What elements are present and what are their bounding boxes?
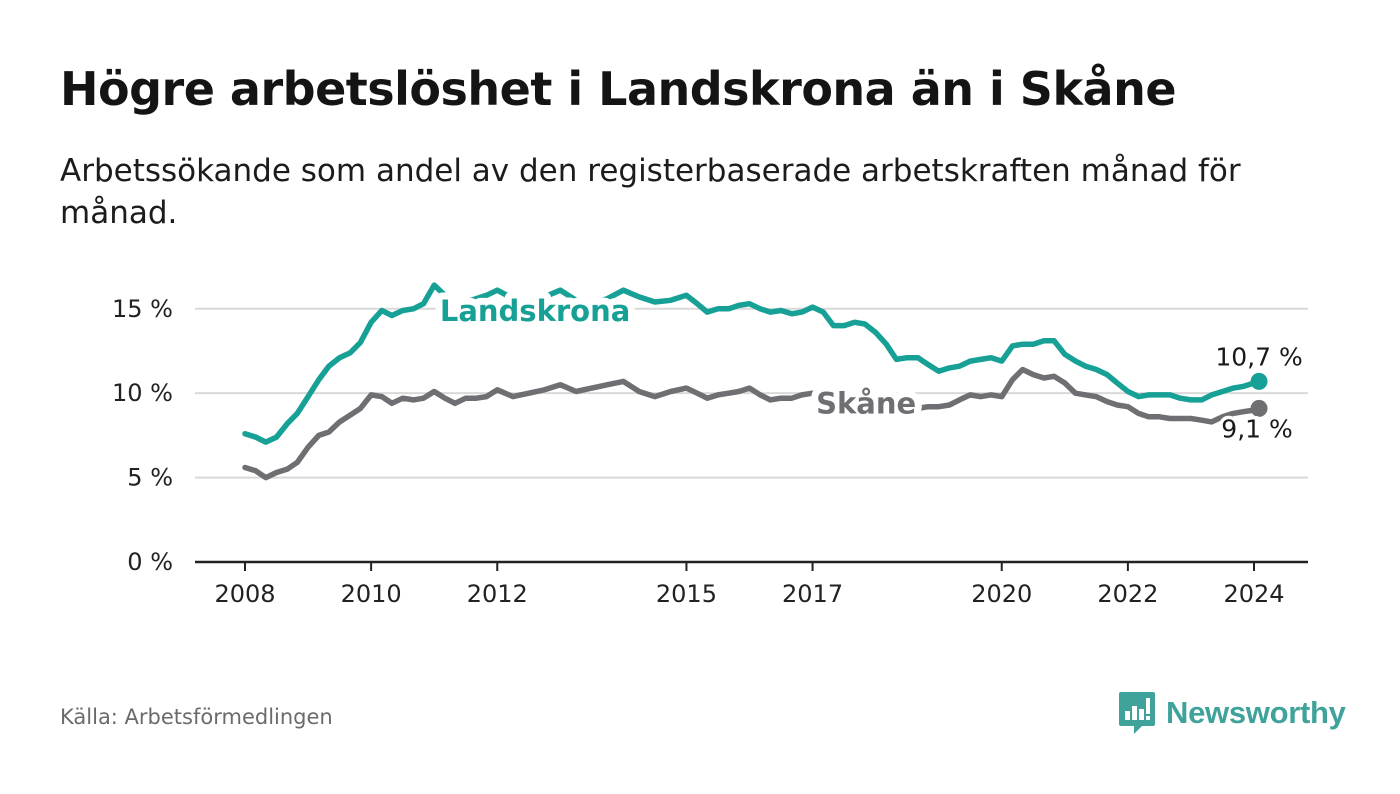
series-endpoints: 10,7 % 9,1 %: [1212, 339, 1306, 447]
series-annotations: Landskrona Skåne: [433, 287, 923, 428]
x-axis-ticks: 2008 2010 2012 2015 2017 2020 2022 2024: [214, 562, 1285, 608]
y-tick-label: 5 %: [127, 464, 173, 492]
endpoint-dot-skåne: [1250, 399, 1268, 417]
x-tick-label: 2008: [214, 580, 275, 608]
series-label-skåne: Skåne: [816, 387, 916, 421]
newsworthy-logo-icon: [1119, 692, 1155, 734]
x-tick-label: 2012: [467, 580, 528, 608]
series-line-landskrona: [242, 282, 1262, 445]
chart-subtitle: Arbetssökande som andel av den registerb…: [60, 153, 1241, 231]
series-line-skåne: [242, 366, 1262, 481]
chart-title: Högre arbetslöshet i Landskrona än i Skå…: [60, 62, 1177, 116]
y-tick-label: 0 %: [127, 548, 173, 576]
x-tick-label: 2010: [341, 580, 402, 608]
x-tick-label: 2022: [1097, 580, 1158, 608]
x-tick-label: 2017: [782, 580, 843, 608]
endpoint-label-skåne: 9,1 %: [1221, 414, 1292, 443]
x-tick-label: 2015: [656, 580, 717, 608]
brand-logo[interactable]: Newsworthy: [1118, 690, 1346, 736]
brand-name: Newsworthy: [1166, 695, 1346, 730]
series-label-landskrona: Landskrona: [440, 294, 630, 328]
series-lines: [242, 282, 1262, 481]
endpoint-label-landskrona: 10,7 %: [1215, 342, 1302, 371]
source-note: Källa: Arbetsförmedlingen: [60, 705, 333, 729]
endpoint-dot-landskrona: [1250, 372, 1268, 390]
x-tick-label: 2024: [1223, 580, 1284, 608]
x-tick-label: 2020: [971, 580, 1032, 608]
y-tick-label: 15 %: [112, 295, 173, 323]
y-axis-ticks: 0 % 5 % 10 % 15 %: [112, 295, 173, 576]
y-tick-label: 10 %: [112, 379, 173, 407]
